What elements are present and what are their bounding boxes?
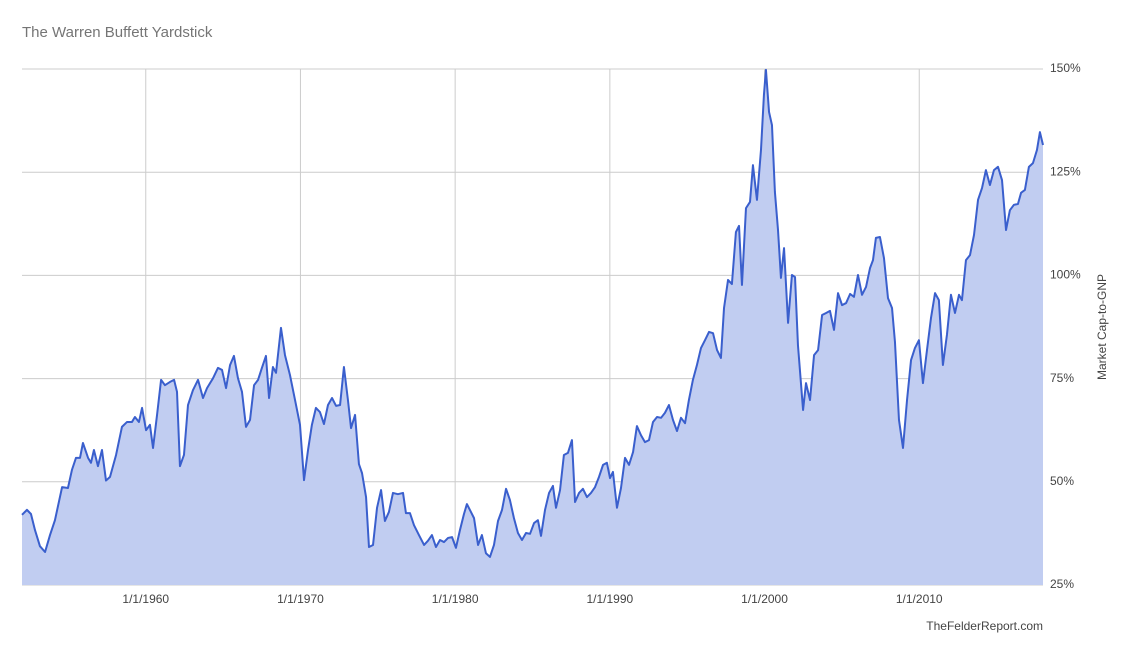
x-tick-label: 1/1/1970	[277, 592, 324, 606]
y-tick-label: 50%	[1050, 474, 1074, 488]
y-tick-label: 100%	[1050, 268, 1081, 282]
y-tick-label: 25%	[1050, 577, 1074, 591]
area-fill	[22, 69, 1043, 585]
source-note: TheFelderReport.com	[926, 619, 1043, 633]
x-tick-label: 1/1/2000	[741, 592, 788, 606]
area-line	[21, 68, 1044, 558]
chart-title: The Warren Buffett Yardstick	[22, 24, 213, 41]
x-tick-label: 1/1/1990	[586, 592, 633, 606]
y-tick-label: 150%	[1050, 61, 1081, 75]
y-tick-label: 125%	[1050, 164, 1081, 178]
x-tick-label: 1/1/1980	[432, 592, 479, 606]
y-axis-label: Market Cap-to-GNP	[1095, 274, 1109, 380]
x-tick-label: 1/1/1960	[122, 592, 169, 606]
y-tick-label: 75%	[1050, 371, 1074, 385]
x-tick-label: 1/1/2010	[896, 592, 943, 606]
